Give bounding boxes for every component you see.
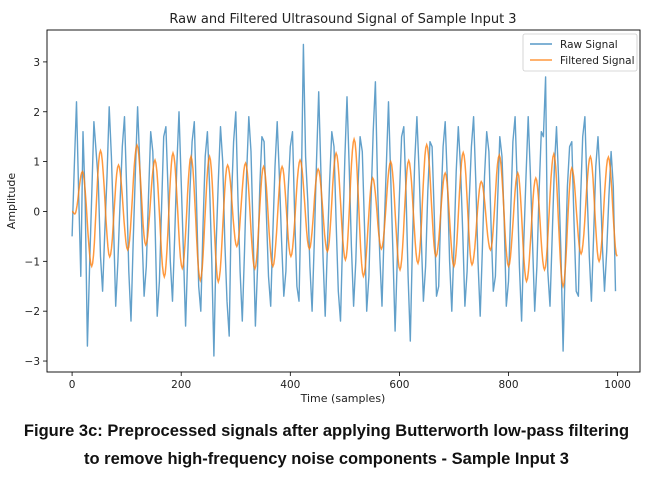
filtered-signal-line (71, 136, 618, 289)
legend: Raw Signal Filtered Signal (522, 33, 638, 72)
x-axis-label: Time (samples) (300, 392, 386, 405)
raw-signal-line (71, 43, 617, 357)
chart: Raw and Filtered Ultrasound Signal of Sa… (5, 12, 641, 405)
y-axis: −3 −2 −1 0 1 2 3 (25, 57, 47, 368)
x-tick-label: 600 (389, 379, 409, 391)
figure-caption-line-1: Figure 3c: Preprocessed signals after ap… (23, 422, 630, 440)
x-tick-label: 1000 (604, 379, 631, 391)
x-tick-label: 800 (499, 379, 519, 391)
plot-area (71, 43, 618, 357)
y-tick-label: −2 (25, 306, 40, 318)
figure-caption-line-2: to remove high-frequency noise component… (84, 450, 569, 468)
y-tick-label: 0 (33, 206, 40, 218)
y-tick-label: −3 (25, 356, 40, 368)
y-tick-label: −1 (25, 256, 40, 268)
y-axis-label: Amplitude (5, 173, 18, 230)
axes-frame (46, 29, 641, 373)
y-tick-label: 1 (33, 157, 40, 169)
x-tick-label: 0 (69, 379, 76, 391)
y-tick-label: 2 (33, 107, 40, 119)
x-tick-label: 400 (280, 379, 300, 391)
x-axis: 0 200 400 600 800 1000 (69, 372, 631, 391)
legend-raw-label: Raw Signal (560, 39, 618, 51)
x-tick-label: 200 (171, 379, 191, 391)
chart-title: Raw and Filtered Ultrasound Signal of Sa… (169, 12, 516, 27)
y-tick-label: 3 (33, 57, 40, 69)
legend-filtered-label: Filtered Signal (560, 55, 635, 67)
